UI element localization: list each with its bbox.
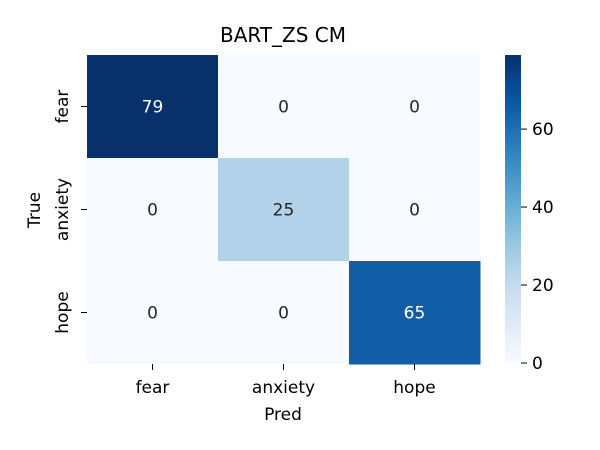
x-axis-label: Pred: [264, 405, 302, 425]
heatmap-cell: [218, 261, 350, 365]
heatmap-cell-labels: 79 0 0 0 25 0 0 0 65: [142, 98, 426, 324]
y-axis-label: True: [25, 192, 45, 229]
heatmap-cell: [349, 55, 481, 159]
cell-value-label: 25: [273, 201, 295, 221]
heatmap-cell: [87, 55, 219, 159]
cell-value-label: 65: [404, 304, 426, 324]
heatmap-cell: [87, 158, 219, 262]
x-tick-label: hope: [393, 378, 435, 398]
colorbar-tick-label: 40: [532, 198, 554, 218]
chart-title: BART_ZS CM: [220, 23, 346, 47]
y-tick-label: hope: [53, 291, 73, 333]
heatmap-cells: [87, 55, 481, 365]
colorbar-tick-label: 20: [532, 276, 554, 296]
cell-value-label: 79: [142, 98, 164, 118]
colorbar-tick-label: 0: [532, 354, 543, 374]
heatmap-cell: [87, 261, 219, 365]
cell-value-label: 0: [147, 201, 158, 221]
heatmap-cell: [218, 158, 350, 262]
cell-value-label: 0: [278, 304, 289, 324]
x-axis-ticks: fear anxiety hope: [136, 364, 436, 398]
heatmap-cell: [349, 158, 481, 262]
y-tick-label: anxiety: [53, 178, 73, 241]
x-tick-label: anxiety: [252, 378, 315, 398]
colorbar-ticks: 0 20 40 60: [521, 120, 554, 374]
cell-value-label: 0: [409, 201, 420, 221]
cell-value-label: 0: [409, 98, 420, 118]
heatmap-cell: [218, 55, 350, 159]
colorbar: [505, 55, 521, 363]
colorbar-tick-label: 60: [532, 120, 554, 140]
heatmap-cell: [349, 261, 481, 365]
x-tick-label: fear: [136, 378, 170, 398]
y-tick-label: fear: [53, 90, 73, 124]
y-axis-ticks: fear anxiety hope: [53, 90, 87, 334]
cell-value-label: 0: [278, 98, 289, 118]
cell-value-label: 0: [147, 304, 158, 324]
